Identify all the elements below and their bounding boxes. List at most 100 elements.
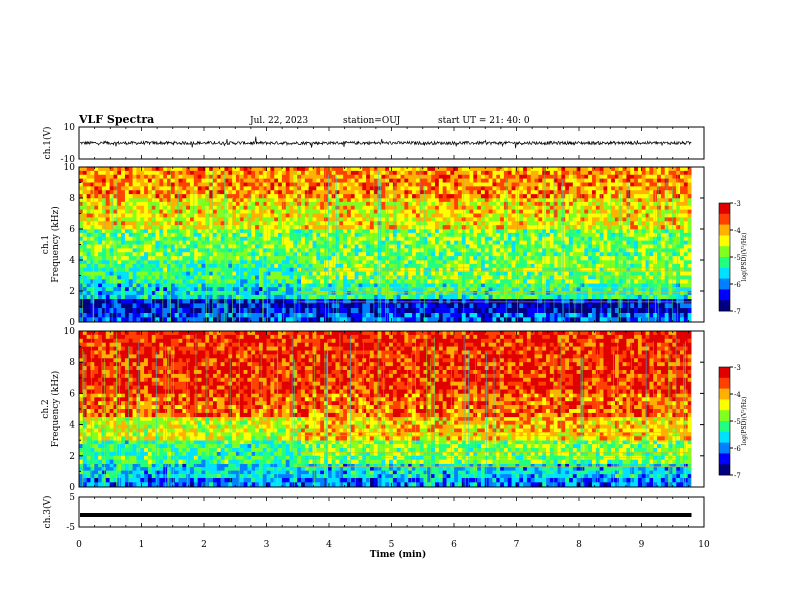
ch1-spectrogram-cell xyxy=(500,313,504,318)
ch1-spectrogram-cell xyxy=(646,283,650,287)
ch1-spectrogram-cell xyxy=(202,260,206,264)
ch1-spectrogram-cell xyxy=(381,272,385,276)
ch1-spectrogram-cell xyxy=(133,206,137,210)
ch1-spectrogram-cell xyxy=(251,268,255,272)
ch1-spectrogram-cell xyxy=(404,313,408,318)
ch1-spectrogram-cell xyxy=(355,229,359,233)
ch1-spectrogram-cell xyxy=(531,229,535,233)
ch1-spectrogram-cell xyxy=(240,260,244,264)
ch1-spectrogram-cell xyxy=(588,283,592,287)
ch1-spectrogram-cell xyxy=(512,268,516,272)
ch1-spectrogram-cell xyxy=(133,252,137,256)
ch1-spectrogram-cell xyxy=(577,252,581,256)
ch1-spectrogram-cell xyxy=(163,245,167,249)
ch1-spectrogram-cell xyxy=(106,264,110,268)
ch1-spectrogram-cell xyxy=(439,260,443,264)
ch1-spectrogram-cell xyxy=(492,303,496,308)
ch1-spectrogram-cell xyxy=(324,245,328,249)
ch1-spectrogram-cell xyxy=(362,248,366,252)
ch1-spectrogram-cell xyxy=(144,198,148,202)
ch1-spectrogram-cell xyxy=(684,256,688,260)
ch1-spectrogram-cell xyxy=(558,291,562,295)
ch1-spectrogram-cell xyxy=(408,210,412,214)
ch1-spectrogram-cell xyxy=(489,276,493,280)
ch1-spectrogram-cell xyxy=(489,299,493,304)
ch1-spectrogram-cell xyxy=(558,198,562,202)
ch1-spectrogram-cell xyxy=(313,210,317,214)
ch1-spectrogram-cell xyxy=(186,237,190,241)
ch1-spectrogram-cell xyxy=(125,198,129,202)
ch1-spectrogram-cell xyxy=(121,299,125,304)
ch1-spectrogram-cell xyxy=(443,206,447,210)
ch1-spectrogram-cell xyxy=(293,245,297,249)
ch1-spectrogram-cell xyxy=(427,299,431,304)
ch1-spectrogram-cell xyxy=(646,299,650,304)
ch1-spectrogram-cell xyxy=(213,256,217,260)
ch1-spectrogram-cell xyxy=(542,210,546,214)
ch1-spectrogram-cell xyxy=(324,299,328,304)
ch1-spectrogram-cell xyxy=(156,248,160,252)
ch1-spectrogram-cell xyxy=(270,225,274,229)
ch1-spectrogram-cell xyxy=(106,237,110,241)
ch1-spectrogram-cell xyxy=(274,279,278,283)
ch1-spectrogram-cell xyxy=(358,214,362,218)
ch1-spectrogram-cell xyxy=(171,210,175,214)
ch1-spectrogram-cell xyxy=(240,217,244,221)
ch1-spectrogram-cell xyxy=(358,252,362,256)
ch1-spectrogram-cell xyxy=(577,237,581,241)
ch1-spectrogram-cell xyxy=(477,202,481,206)
ch1-spectrogram-cell xyxy=(117,313,121,318)
ch1-spectrogram-cell xyxy=(450,237,454,241)
ch1-spectrogram-cell xyxy=(332,279,336,283)
ch1-spectrogram-cell xyxy=(630,308,634,313)
ch1-spectrogram-cell xyxy=(523,252,527,256)
ch1-spectrogram-cell xyxy=(496,299,500,304)
ch1-spectrogram-cell xyxy=(397,248,401,252)
ch1-spectrogram-cell xyxy=(481,268,485,272)
ch1-spectrogram-cell xyxy=(584,217,588,221)
ch1-spectrogram-cell xyxy=(466,308,470,313)
ch1-spectrogram-cell xyxy=(431,225,435,229)
ch1-spectrogram-cell xyxy=(125,291,129,295)
ch1-spectrogram-cell xyxy=(87,303,91,308)
ch1-spectrogram-cell xyxy=(129,248,133,252)
ch1-spectrogram-cell xyxy=(596,260,600,264)
ch1-spectrogram-cell xyxy=(381,313,385,318)
ch1-spectrogram-cell xyxy=(657,210,661,214)
ch1-spectrogram-cell xyxy=(638,241,642,245)
ch1-spectrogram-cell xyxy=(274,252,278,256)
ch1-spectrogram-cell xyxy=(171,245,175,249)
ch1-spectrogram-cell xyxy=(550,214,554,218)
ch1-spectrogram-cell xyxy=(290,279,294,283)
ch1-spectrogram-cell xyxy=(450,313,454,318)
ch1-spectrogram-cell xyxy=(251,221,255,225)
ch1-spectrogram-cell xyxy=(213,210,217,214)
ch1-spectrogram-cell xyxy=(125,313,129,318)
ch1-spectrogram-cell xyxy=(133,287,137,291)
ch1-spectrogram-cell xyxy=(389,256,393,260)
ch1-spectrogram-cell xyxy=(381,217,385,221)
ch1-spectrogram-cell xyxy=(603,313,607,318)
ch1-spectrogram-cell xyxy=(240,272,244,276)
ch1-spectrogram-cell xyxy=(424,299,428,304)
ch1-spectrogram-cell xyxy=(98,229,102,233)
ch1-spectrogram-cell xyxy=(270,229,274,233)
ch1-spectrogram-cell xyxy=(412,279,416,283)
ch1-spectrogram-cell xyxy=(450,210,454,214)
ch1-spectrogram-cell xyxy=(240,313,244,318)
ch1-spectrogram-cell xyxy=(408,229,412,233)
ch1-spectrogram-cell xyxy=(251,279,255,283)
ch1-spectrogram-cell xyxy=(512,237,516,241)
ch1-spectrogram-cell xyxy=(397,221,401,225)
ch1-spectrogram-cell xyxy=(638,291,642,295)
ch1-spectrogram-cell xyxy=(596,248,600,252)
ch1-spectrogram-cell xyxy=(370,252,374,256)
ch1-spectrogram-cell xyxy=(443,229,447,233)
ch1-spectrogram-cell xyxy=(531,260,535,264)
ch1-spectrogram-cell xyxy=(527,299,531,304)
ch1-spectrogram-cell xyxy=(408,252,412,256)
ch1-spectrogram-cell xyxy=(500,272,504,276)
ch1-spectrogram-cell xyxy=(401,313,405,318)
ch1-spectrogram-cell xyxy=(255,241,259,245)
